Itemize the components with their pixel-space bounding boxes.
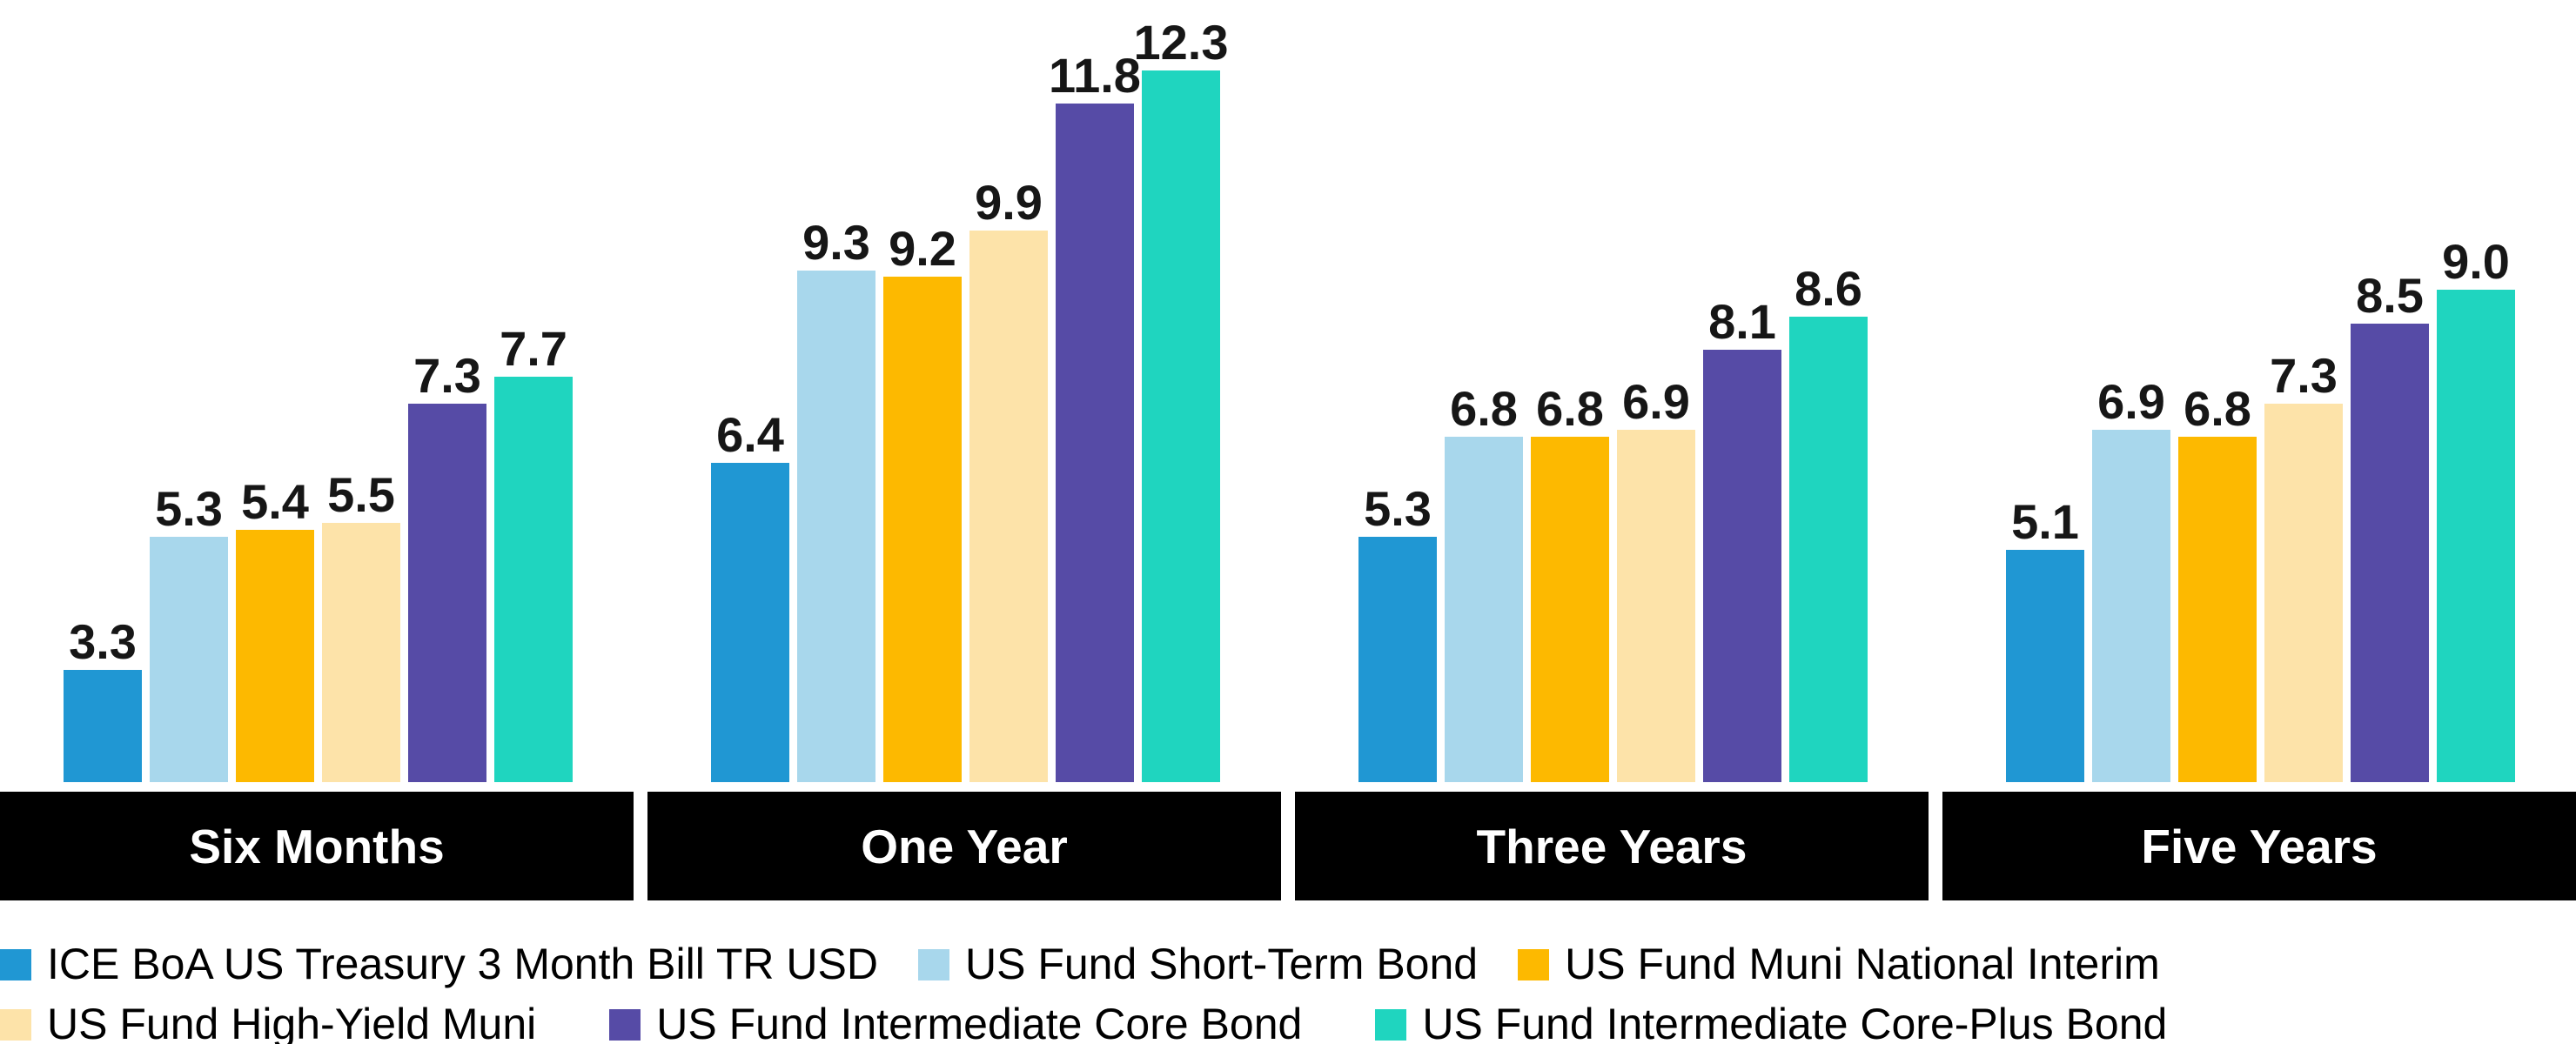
bar-value-label: 5.3 [1364,481,1432,536]
bar-five-years-us-fund-intermediate-core-plus-bond [2437,290,2515,782]
legend-swatch-icon [609,1008,641,1041]
bar-value-label: 7.3 [413,348,481,403]
bar-value-label: 5.3 [155,481,223,536]
legend-label: US Fund Intermediate Core Bond [656,1000,1303,1044]
legend-swatch-icon [0,948,31,980]
legend-swatch-icon [917,948,949,980]
bar-six-months-ice-boa-us-treasury-3-month-bill-tr-usd [64,670,142,782]
bar-six-months-us-fund-intermediate-core-plus-bond [494,377,573,782]
legend-item-us-fund-intermediate-core-bond: US Fund Intermediate Core Bond [609,1001,1302,1044]
bar-one-year-us-fund-intermediate-core-bond [1056,104,1134,782]
legend-item-us-fund-high-yield-muni: US Fund High-Yield Muni [0,1001,536,1044]
bar-value-label: 6.9 [2097,374,2165,429]
bar-one-year-us-fund-short-term-bond [797,271,875,782]
bar-value-label: 6.9 [1622,374,1690,429]
bar-six-months-us-fund-short-term-bond [150,537,228,782]
legend-swatch-icon [1518,948,1550,980]
bar-three-years-us-fund-intermediate-core-bond [1703,350,1781,782]
bar-five-years-us-fund-high-yield-muni [2264,404,2343,782]
legend-label: US Fund Muni National Interim [1565,940,2160,988]
bar-value-label: 11.8 [1049,48,1141,103]
category-label-three-years: Three Years [1295,792,1929,900]
bar-six-months-us-fund-intermediate-core-bond [408,404,486,782]
plot-area: 3.3 5.3 5.4 5.5 7.3 7.7 6.4 9.3 9.2 9.9 11.8 12.3 5.… [0,0,2576,782]
bar-value-label: 6.8 [2184,381,2251,436]
category-label-five-years: Five Years [1942,792,2576,900]
bar-group-five-years: 5.1 6.9 6.8 7.3 8.5 9.0 [1942,0,2576,782]
bar-value-label: 7.3 [2270,348,2338,403]
legend-swatch-icon [0,1008,31,1041]
category-axis: Six Months One Year Three Years Five Years [0,792,2576,900]
bar-three-years-us-fund-muni-national-interim [1531,437,1609,782]
bar-five-years-us-fund-short-term-bond [2092,430,2170,782]
bar-group-one-year: 6.4 9.3 9.2 9.9 11.8 12.3 [647,0,1281,782]
legend-item-us-fund-intermediate-core-plus-bond: US Fund Intermediate Core-Plus Bond [1375,1001,2167,1044]
legend-row: ICE BoA US Treasury 3 Month Bill TR USD U… [0,941,2240,987]
bar-one-year-ice-boa-us-treasury-3-month-bill-tr-usd [711,463,789,782]
legend-label: US Fund Intermediate Core-Plus Bond [1422,1000,2168,1044]
bar-group-six-months: 3.3 5.3 5.4 5.5 7.3 7.7 [0,0,634,782]
bar-value-label: 6.4 [716,407,784,462]
bar-value-label: 9.0 [2442,234,2510,289]
bar-value-label: 5.1 [2011,494,2079,549]
bar-value-label: 8.1 [1708,294,1776,349]
bar-value-label: 7.7 [500,321,567,376]
bar-value-label: 5.4 [241,474,309,529]
bar-six-months-us-fund-high-yield-muni [322,523,400,782]
bar-value-label: 9.3 [802,215,870,270]
legend-label: US Fund Short-Term Bond [964,940,1479,988]
legend-item-us-fund-muni-national-interim: US Fund Muni National Interim [1518,941,2160,987]
bar-five-years-us-fund-intermediate-core-bond [2351,324,2429,782]
legend-row: US Fund High-Yield Muni US Fund Intermedi… [0,1001,2240,1044]
legend-item-us-fund-short-term-bond: US Fund Short-Term Bond [917,940,1479,988]
category-label-six-months: Six Months [0,792,634,900]
bar-value-label: 3.3 [69,614,137,669]
bar-six-months-us-fund-muni-national-interim [236,530,314,782]
legend: ICE BoA US Treasury 3 Month Bill TR USD U… [0,941,2240,1044]
legend-item-ice-boa-us-treasury-3-month-bill-tr-usd: ICE BoA US Treasury 3 Month Bill TR USD [0,941,878,987]
bar-one-year-us-fund-muni-national-interim [883,277,962,782]
bar-value-label: 5.5 [327,467,395,522]
bar-value-label: 9.9 [975,175,1043,230]
bar-five-years-ice-boa-us-treasury-3-month-bill-tr-usd [2006,550,2084,782]
bar-value-label: 9.2 [889,221,956,276]
bar-three-years-ice-boa-us-treasury-3-month-bill-tr-usd [1358,537,1437,782]
bar-value-label: 8.5 [2356,268,2424,323]
bar-one-year-us-fund-high-yield-muni [969,231,1048,782]
bar-value-label: 6.8 [1450,381,1518,436]
bar-five-years-us-fund-muni-national-interim [2178,437,2257,782]
bar-three-years-us-fund-intermediate-core-plus-bond [1789,317,1868,782]
legend-label: US Fund High-Yield Muni [47,1000,537,1044]
bar-three-years-us-fund-short-term-bond [1445,437,1523,782]
bar-value-label: 12.3 [1133,15,1229,70]
legend-swatch-icon [1375,1008,1407,1041]
bar-group-three-years: 5.3 6.8 6.8 6.9 8.1 8.6 [1295,0,1929,782]
category-label-one-year: One Year [647,792,1281,900]
bar-value-label: 8.6 [1794,261,1862,316]
bar-one-year-us-fund-intermediate-core-plus-bond [1142,70,1220,782]
bar-value-label: 6.8 [1536,381,1604,436]
legend-label: ICE BoA US Treasury 3 Month Bill TR USD [47,940,878,988]
bar-three-years-us-fund-high-yield-muni [1617,430,1695,782]
